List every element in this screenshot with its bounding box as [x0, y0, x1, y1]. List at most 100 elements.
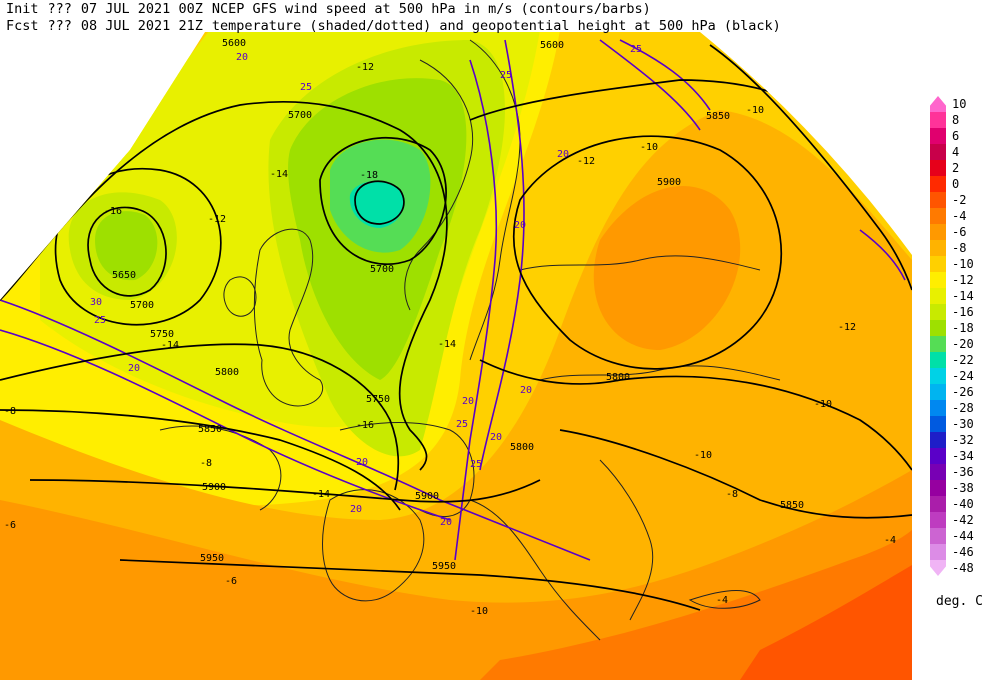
init-time: 07 JUL 2021 00Z	[80, 1, 203, 17]
colorbar-label: -40	[952, 497, 974, 511]
temperature-label: -12	[838, 322, 856, 333]
colorbar-entry: -44	[928, 528, 990, 544]
height-label: 5700	[288, 110, 312, 121]
colorbar-label: -46	[952, 545, 974, 559]
height-label: 5750	[366, 394, 390, 405]
temperature-label: -8	[200, 458, 212, 469]
wind-labels: 20 25 30 25 20 20 20 25 20 20 25 25 20 2…	[90, 44, 642, 528]
colorbar-entry: -28	[928, 400, 990, 416]
header-line-forecast: Fcst ??? 08 JUL 2021 21Z temperature (sh…	[6, 18, 781, 35]
wind-label: 25	[456, 419, 468, 430]
colorbar-entry: 0	[928, 176, 990, 192]
colorbar-label: -12	[952, 273, 974, 287]
height-label: 5900	[202, 482, 226, 493]
temperature-label: -10	[640, 142, 658, 153]
colorbar-entry: -20	[928, 336, 990, 352]
colorbar-entry: -8	[928, 240, 990, 256]
colorbar-label: -4	[952, 209, 967, 223]
colorbar-swatch	[930, 416, 946, 432]
colorbar-swatch	[930, 496, 946, 512]
init-model-run: ???	[47, 1, 72, 17]
colorbar-label: -14	[952, 289, 974, 303]
colorbar-entry: 8	[928, 112, 990, 128]
temperature-label: -6	[4, 520, 16, 531]
colorbar-swatch	[930, 160, 946, 176]
colorbar-label: -32	[952, 433, 974, 447]
colorbar-swatch	[930, 512, 946, 528]
colorbar-swatch	[930, 464, 946, 480]
forecast-label: Fcst	[6, 18, 39, 34]
colorbar-swatch	[930, 560, 946, 576]
colorbar-entry: -26	[928, 384, 990, 400]
wind-label: 20	[440, 517, 452, 528]
temperature-label: -12	[356, 62, 374, 73]
height-label: 5800	[606, 372, 630, 383]
temperature-band-minus-22	[349, 180, 404, 228]
height-label: 5600	[222, 38, 246, 49]
temperature-label: -14	[161, 340, 179, 351]
colorbar-label: -8	[952, 241, 967, 255]
colorbar-swatch	[930, 240, 946, 256]
temperature-label: -10	[746, 105, 764, 116]
colorbar-entry: -40	[928, 496, 990, 512]
colorbar-swatch	[930, 368, 946, 384]
colorbar-entry: -10	[928, 256, 990, 272]
height-label: 5850	[706, 111, 730, 122]
colorbar-entry: -32	[928, 432, 990, 448]
colorbar-swatch	[930, 336, 946, 352]
colorbar-entry: -36	[928, 464, 990, 480]
colorbar-label: -6	[952, 225, 967, 239]
colorbar-entry: -24	[928, 368, 990, 384]
wind-label: 20	[520, 385, 532, 396]
colorbar-label: -28	[952, 401, 974, 415]
colorbar-swatch	[930, 112, 946, 128]
wind-label: 25	[630, 44, 642, 55]
colorbar-entry: 4	[928, 144, 990, 160]
init-label: Init	[6, 1, 39, 17]
colorbar-swatch	[930, 224, 946, 240]
height-contours	[0, 44, 912, 611]
colorbar-swatch	[930, 304, 946, 320]
wind-label: 20	[356, 457, 368, 468]
colorbar-label: -48	[952, 561, 974, 575]
colorbar-label: -34	[952, 449, 974, 463]
colorbar-label: -16	[952, 305, 974, 319]
temperature-label: -18	[360, 170, 378, 181]
colorbar-entry: -12	[928, 272, 990, 288]
coastlines	[159, 39, 781, 641]
temperature-label: -10	[694, 450, 712, 461]
map-header: Init ??? 07 JUL 2021 00Z NCEP GFS wind s…	[6, 1, 781, 35]
colorbar-label: -22	[952, 353, 974, 367]
temperature-label: -10	[814, 399, 832, 410]
colorbar-entry: 6	[928, 128, 990, 144]
wind-label: 25	[300, 82, 312, 93]
colorbar-swatch	[930, 144, 946, 160]
colorbar-swatch	[930, 528, 946, 544]
temperature-band-minus-18-west	[95, 211, 158, 281]
height-label: 5800	[510, 442, 534, 453]
colorbar-label: -24	[952, 369, 974, 383]
colorbar-swatch	[930, 448, 946, 464]
colorbar-entry: -22	[928, 352, 990, 368]
temperature-band-minus-6-east	[593, 186, 741, 350]
temperature-label: -16	[104, 206, 122, 217]
wind-label: 20	[236, 52, 248, 63]
height-label: 5700	[130, 300, 154, 311]
height-label: 5850	[198, 424, 222, 435]
colorbar-label: 0	[952, 177, 960, 191]
forecast-model-run: ???	[47, 18, 72, 34]
colorbar-entry: -18	[928, 320, 990, 336]
temperature-label: -14	[270, 169, 288, 180]
colorbar-entry: -6	[928, 224, 990, 240]
header-line-init: Init ??? 07 JUL 2021 00Z NCEP GFS wind s…	[6, 1, 766, 18]
wind-label: 20	[490, 432, 502, 443]
colorbar-swatch	[930, 192, 946, 208]
wind-label: 30	[90, 297, 102, 308]
colorbar-units: deg. C	[936, 594, 983, 609]
height-label: 5650	[112, 270, 136, 281]
colorbar-swatch	[930, 544, 946, 560]
colorbar-swatch	[930, 320, 946, 336]
height-label: 5900	[415, 491, 439, 502]
